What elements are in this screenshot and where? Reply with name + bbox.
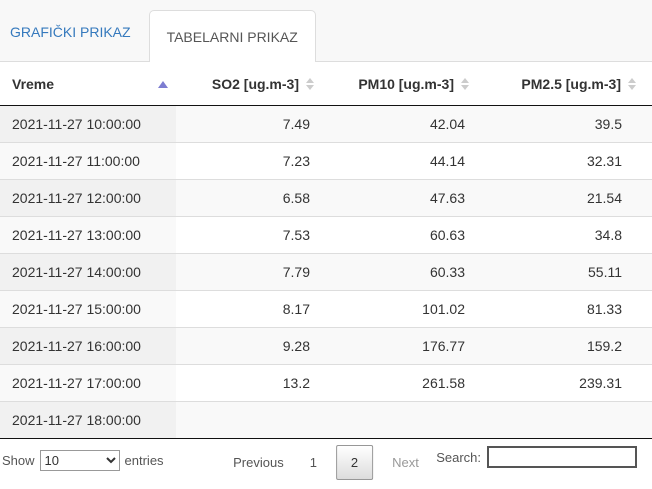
pagination: Previous 1 2 Next bbox=[220, 445, 432, 480]
next-page-button[interactable]: Next bbox=[392, 455, 419, 470]
cell-value: 101.02 bbox=[320, 290, 475, 328]
table-row: 2021-11-27 15:00:00 8.17 101.02 81.33 bbox=[0, 290, 652, 328]
tab-tabelarni-prikaz[interactable]: TABELARNI PRIKAZ bbox=[148, 10, 316, 62]
cell-value: 159.2 bbox=[475, 327, 652, 365]
cell-value: 6.58 bbox=[176, 179, 320, 217]
table-row: 2021-11-27 17:00:00 13.2 261.58 239.31 bbox=[0, 364, 652, 402]
cell-value: 7.23 bbox=[176, 142, 320, 180]
table-row: 2021-11-27 12:00:00 6.58 47.63 21.54 bbox=[0, 179, 652, 217]
sort-both-icon bbox=[306, 78, 314, 90]
entries-label: entries bbox=[124, 453, 164, 468]
cell-vreme: 2021-11-27 10:00:00 bbox=[0, 105, 176, 143]
column-label: PM2.5 [ug.m-3] bbox=[521, 76, 621, 92]
show-label: Show bbox=[2, 453, 35, 468]
cell-value: 21.54 bbox=[475, 179, 652, 217]
search-control: Search: bbox=[436, 446, 637, 468]
column-label: SO2 [ug.m-3] bbox=[211, 76, 299, 92]
cell-vreme: 2021-11-27 14:00:00 bbox=[0, 253, 176, 291]
data-table: Vreme SO2 [ug.m-3] PM10 [ug.m-3] PM2.5 [… bbox=[0, 62, 652, 439]
table-header: Vreme SO2 [ug.m-3] PM10 [ug.m-3] PM2.5 [… bbox=[0, 62, 652, 106]
previous-page-button[interactable]: Previous bbox=[233, 455, 284, 470]
cell-vreme: 2021-11-27 11:00:00 bbox=[0, 142, 176, 180]
table-row: 2021-11-27 18:00:00 bbox=[0, 401, 652, 439]
cell-value bbox=[475, 401, 652, 439]
cell-value: 44.14 bbox=[320, 142, 475, 180]
column-header-vreme[interactable]: Vreme bbox=[0, 62, 176, 106]
cell-vreme: 2021-11-27 15:00:00 bbox=[0, 290, 176, 328]
column-header-pm10[interactable]: PM10 [ug.m-3] bbox=[320, 62, 475, 106]
page-length-select[interactable]: 10 bbox=[39, 450, 120, 471]
cell-value: 34.8 bbox=[475, 216, 652, 254]
table-row: 2021-11-27 13:00:00 7.53 60.63 34.8 bbox=[0, 216, 652, 254]
cell-value: 13.2 bbox=[176, 364, 320, 402]
column-header-so2[interactable]: SO2 [ug.m-3] bbox=[176, 62, 320, 106]
table-row: 2021-11-27 11:00:00 7.23 44.14 32.31 bbox=[0, 142, 652, 180]
table-body: 2021-11-27 10:00:00 7.49 42.04 39.5 2021-11-… bbox=[0, 105, 652, 439]
table-row: 2021-11-27 16:00:00 9.28 176.77 159.2 bbox=[0, 327, 652, 365]
cell-value: 176.77 bbox=[320, 327, 475, 365]
cell-value: 60.63 bbox=[320, 216, 475, 254]
cell-value: 9.28 bbox=[176, 327, 320, 365]
table-footer: Show 10 entries Previous 1 2 Next Search… bbox=[0, 439, 652, 487]
tab-graficki-prikaz[interactable]: GRAFIČKI PRIKAZ bbox=[10, 24, 131, 40]
cell-value: 8.17 bbox=[176, 290, 320, 328]
sort-both-icon bbox=[461, 78, 469, 90]
cell-value: 55.11 bbox=[475, 253, 652, 291]
column-header-pm25[interactable]: PM2.5 [ug.m-3] bbox=[475, 62, 652, 106]
column-label: PM10 [ug.m-3] bbox=[358, 76, 454, 92]
cell-vreme: 2021-11-27 17:00:00 bbox=[0, 364, 176, 402]
cell-value: 261.58 bbox=[320, 364, 475, 402]
table-row: 2021-11-27 10:00:00 7.49 42.04 39.5 bbox=[0, 105, 652, 143]
cell-value: 81.33 bbox=[475, 290, 652, 328]
cell-value bbox=[320, 401, 475, 439]
cell-value: 60.33 bbox=[320, 253, 475, 291]
cell-value: 47.63 bbox=[320, 179, 475, 217]
page-length-control: Show 10 entries bbox=[2, 450, 164, 471]
cell-value: 7.79 bbox=[176, 253, 320, 291]
column-label: Vreme bbox=[12, 76, 55, 92]
sort-asc-icon bbox=[158, 80, 168, 88]
cell-value bbox=[176, 401, 320, 439]
page-button-2-current[interactable]: 2 bbox=[335, 445, 374, 480]
cell-value: 32.31 bbox=[475, 142, 652, 180]
tab-bar: GRAFIČKI PRIKAZ TABELARNI PRIKAZ bbox=[0, 0, 652, 62]
cell-value: 7.49 bbox=[176, 105, 320, 143]
search-input[interactable] bbox=[487, 446, 637, 468]
cell-vreme: 2021-11-27 12:00:00 bbox=[0, 179, 176, 217]
sort-both-icon bbox=[628, 78, 636, 90]
search-label: Search: bbox=[436, 449, 481, 465]
table-row: 2021-11-27 14:00:00 7.79 60.33 55.11 bbox=[0, 253, 652, 291]
cell-value: 239.31 bbox=[475, 364, 652, 402]
cell-value: 7.53 bbox=[176, 216, 320, 254]
page-button-1[interactable]: 1 bbox=[309, 455, 317, 470]
cell-vreme: 2021-11-27 13:00:00 bbox=[0, 216, 176, 254]
cell-value: 39.5 bbox=[475, 105, 652, 143]
cell-vreme: 2021-11-27 16:00:00 bbox=[0, 327, 176, 365]
cell-value: 42.04 bbox=[320, 105, 475, 143]
cell-vreme: 2021-11-27 18:00:00 bbox=[0, 401, 176, 439]
